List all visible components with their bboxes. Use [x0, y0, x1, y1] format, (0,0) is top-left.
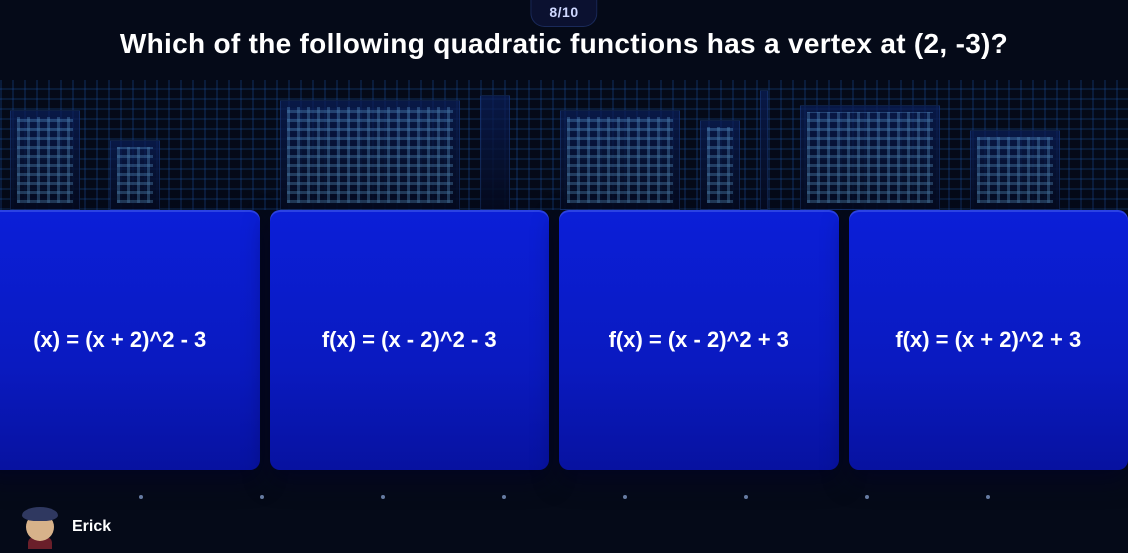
player-name: Erick	[72, 518, 111, 536]
answer-option-3[interactable]: f(x) = (x - 2)^2 + 3	[559, 210, 839, 470]
progress-label: 8/10	[549, 4, 578, 20]
answer-option-4[interactable]: f(x) = (x + 2)^2 + 3	[849, 210, 1128, 470]
progress-indicator: 8/10	[530, 0, 597, 27]
answer-option-2[interactable]: f(x) = (x - 2)^2 - 3	[270, 210, 550, 470]
background-pattern	[0, 80, 1128, 210]
player-avatar	[18, 505, 62, 549]
answer-option-4-text: f(x) = (x + 2)^2 + 3	[895, 327, 1081, 353]
decorative-dots	[0, 495, 1128, 499]
answer-option-1[interactable]: (x) = (x + 2)^2 - 3	[0, 210, 260, 470]
player-badge: Erick	[18, 505, 111, 549]
answer-option-3-text: f(x) = (x - 2)^2 + 3	[609, 327, 789, 353]
question-text: Which of the following quadratic functio…	[0, 28, 1128, 60]
answer-option-2-text: f(x) = (x - 2)^2 - 3	[322, 327, 497, 353]
answers-row: (x) = (x + 2)^2 - 3 f(x) = (x - 2)^2 - 3…	[0, 210, 1128, 470]
answer-option-1-text: (x) = (x + 2)^2 - 3	[33, 327, 206, 353]
